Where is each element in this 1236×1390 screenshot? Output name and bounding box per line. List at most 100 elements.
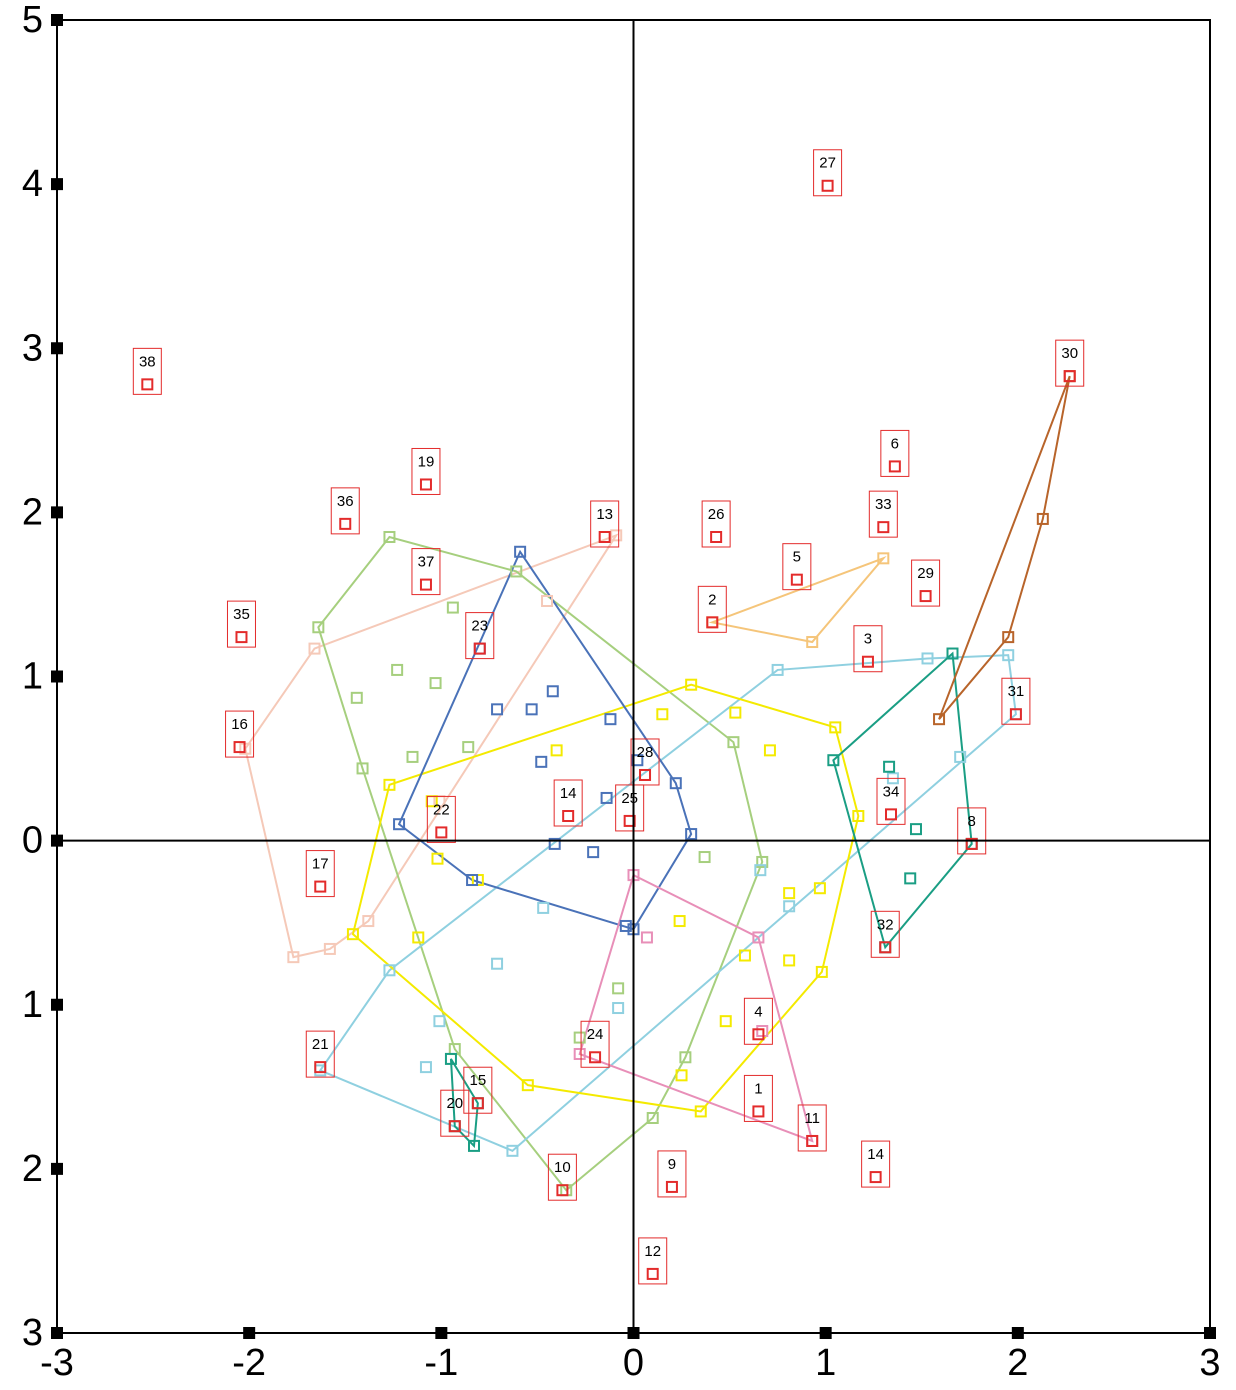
point (435, 826, 448, 839)
label-box (615, 784, 645, 832)
point (323, 942, 336, 955)
group-outline (244, 533, 619, 959)
label-box (638, 1237, 668, 1285)
label-box (861, 1140, 891, 1188)
label-box (440, 1089, 470, 1137)
point (419, 478, 432, 491)
point (314, 880, 327, 893)
label-box (465, 612, 495, 660)
group-outline (708, 556, 887, 644)
point (727, 736, 740, 749)
point (308, 642, 321, 655)
point (698, 851, 711, 864)
group-outline (351, 683, 860, 1113)
point (821, 179, 834, 192)
point (1009, 708, 1022, 721)
point (783, 887, 796, 900)
point (806, 636, 819, 649)
point (673, 915, 686, 928)
group-outline (578, 873, 814, 1143)
label-box (957, 807, 987, 855)
point (933, 713, 946, 726)
point (756, 855, 769, 868)
point (548, 837, 561, 850)
group-outline (317, 535, 764, 1192)
x-tick-mark (1204, 1327, 1216, 1339)
y-tick-label: 0 (22, 820, 43, 862)
x-tick-label: 1 (815, 1342, 836, 1384)
point (954, 750, 967, 763)
point (466, 874, 479, 887)
point (877, 552, 890, 565)
point (752, 1028, 765, 1041)
point-label: 34 (883, 783, 900, 800)
point (462, 741, 475, 754)
point-label: 29 (917, 565, 934, 582)
point (694, 1105, 707, 1118)
point (752, 931, 765, 944)
point (888, 460, 901, 473)
point (738, 949, 751, 962)
point (556, 1184, 569, 1197)
point (468, 1139, 481, 1152)
point (827, 754, 840, 767)
point (946, 647, 959, 660)
label-box (630, 738, 660, 786)
point-label: 31 (1008, 683, 1025, 700)
label-box (782, 543, 812, 591)
label-box (1001, 677, 1031, 725)
point (510, 565, 523, 578)
point (679, 1051, 692, 1064)
point (235, 631, 248, 644)
point (573, 1031, 586, 1044)
point (521, 1079, 534, 1092)
point (869, 1171, 882, 1184)
point (541, 595, 554, 608)
point (710, 530, 723, 543)
y-tick-label: 3 (22, 1312, 43, 1354)
point (419, 1061, 432, 1074)
point (610, 529, 623, 542)
x-tick-mark (243, 1327, 256, 1339)
label-box (880, 429, 910, 477)
point (909, 823, 922, 836)
point-label: 27 (819, 155, 836, 172)
point (879, 941, 892, 954)
point-label: 15 (470, 1072, 487, 1089)
y-tick-mark (51, 1162, 63, 1175)
point-label: 4 (754, 1003, 762, 1020)
label-box (870, 910, 900, 958)
point (719, 1015, 732, 1028)
label-box (580, 1020, 610, 1068)
point-label: 14 (867, 1146, 884, 1163)
label-box (305, 850, 335, 898)
point (471, 1097, 484, 1110)
label-box (132, 347, 162, 395)
point (356, 762, 369, 775)
point (589, 1051, 602, 1064)
point (600, 791, 613, 804)
point-label: 8 (968, 813, 976, 830)
point-label: 6 (891, 435, 899, 452)
point (685, 678, 698, 691)
label-box (330, 487, 360, 535)
x-tick-mark (627, 1327, 640, 1339)
point-label: 13 (596, 506, 613, 523)
point (562, 810, 575, 823)
point (314, 1061, 327, 1074)
point (383, 964, 396, 977)
point-label: 30 (1061, 345, 1078, 362)
point (412, 931, 425, 944)
group-outline (832, 651, 973, 950)
point-label: 5 (793, 549, 801, 566)
point (646, 1267, 659, 1280)
point (965, 837, 978, 850)
y-tick-label: 4 (22, 163, 43, 205)
point (448, 1120, 461, 1133)
point-label: 23 (471, 618, 488, 635)
y-tick-mark (51, 506, 63, 519)
point (852, 810, 865, 823)
label-box (797, 1104, 827, 1152)
point (640, 931, 653, 944)
